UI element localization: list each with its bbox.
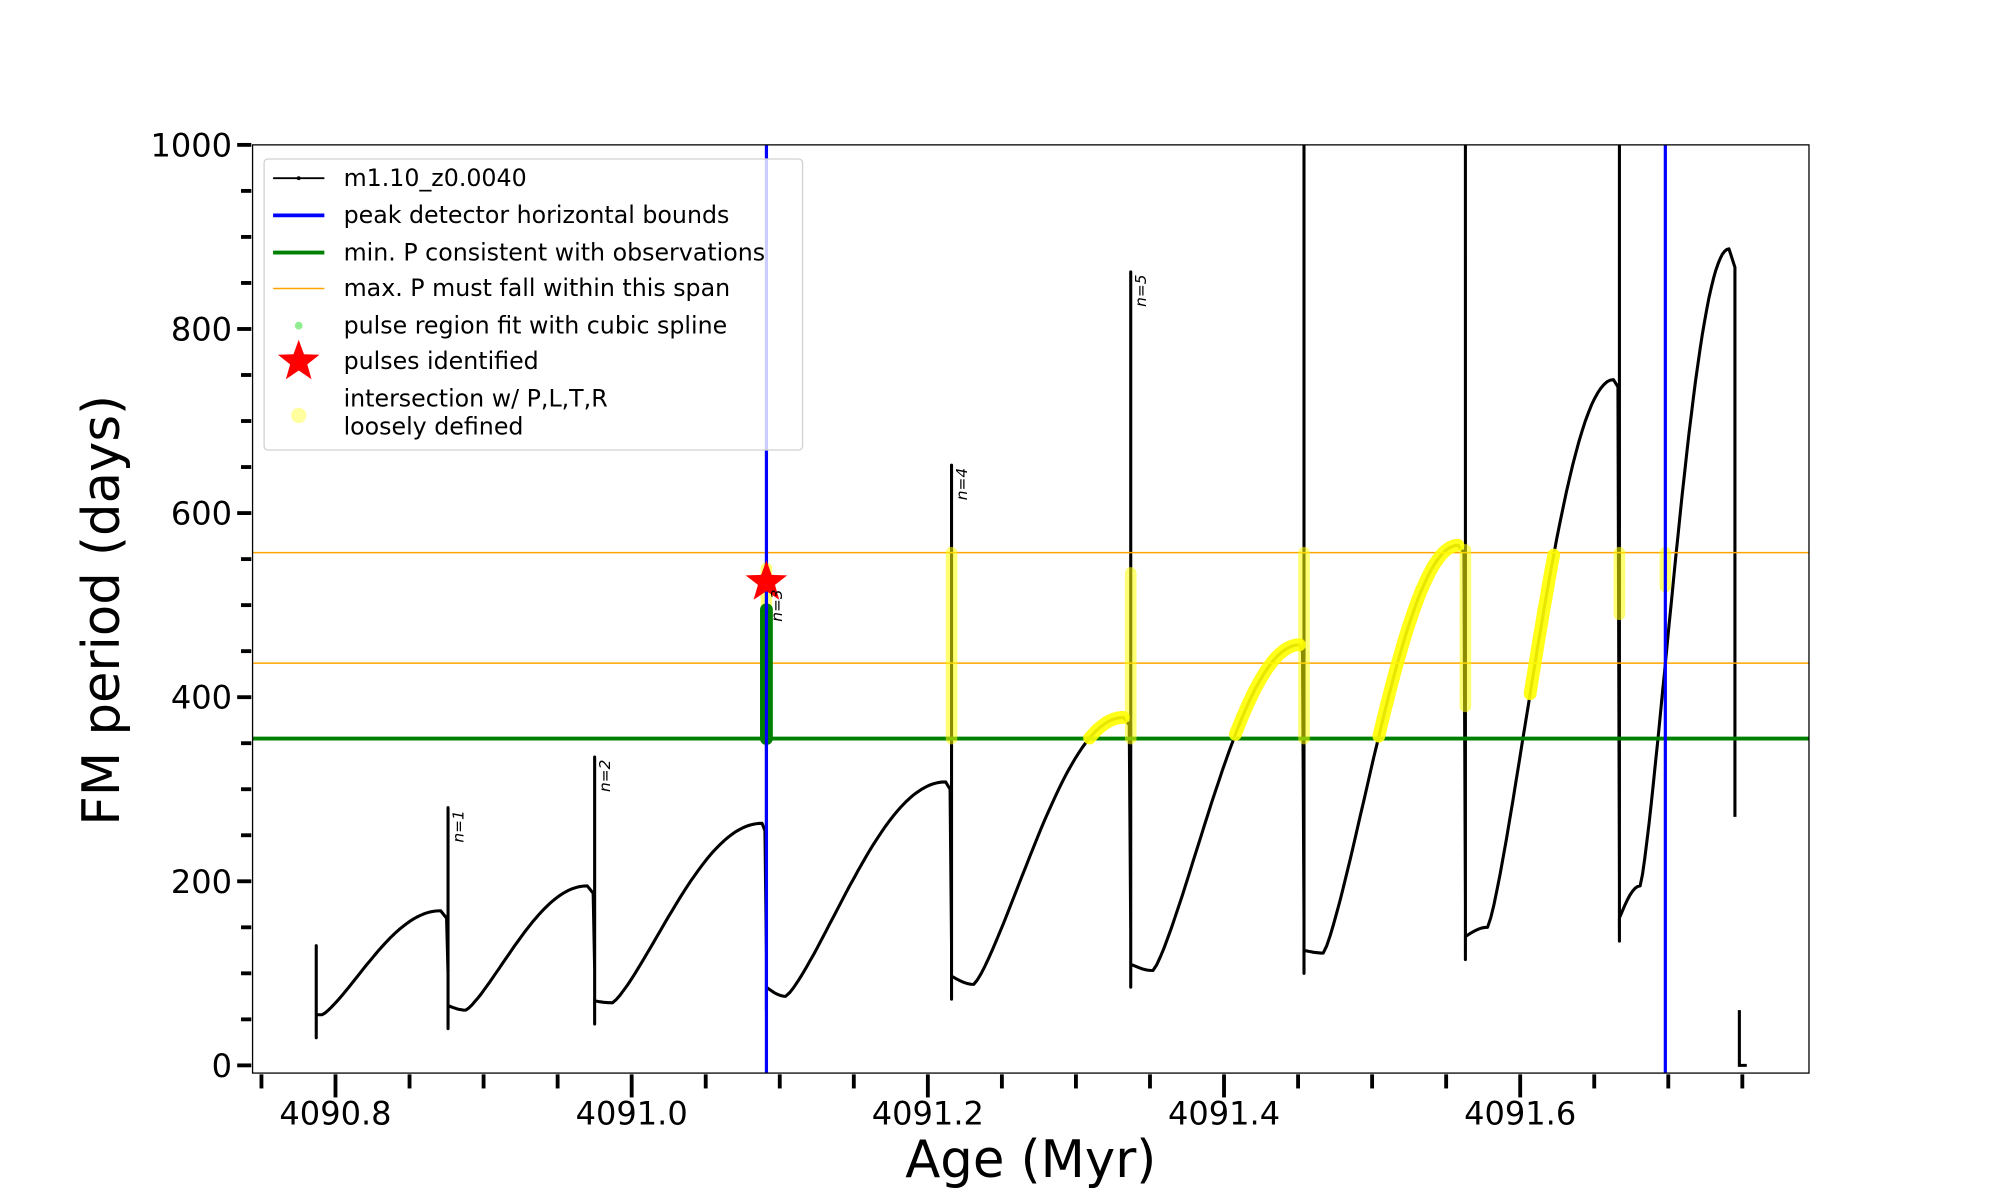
pulse-label-n=4: n=4: [953, 468, 971, 500]
x-tick-label: 4091.0: [576, 1094, 688, 1132]
x-tick-label: 4090.8: [279, 1094, 391, 1132]
legend-handle-4: [294, 321, 303, 330]
x-tick-label: 4091.2: [872, 1094, 984, 1132]
yellow-intersection-rise: [1523, 548, 1561, 701]
legend-label-2: min. P consistent with observations: [344, 238, 766, 266]
yellow-intersection-rise: [1083, 711, 1130, 745]
legend-handle-5: [277, 339, 320, 380]
legend-box: [263, 158, 804, 451]
y-axis-title: FM period (days): [72, 395, 132, 826]
y-tick-label: 1000: [150, 126, 232, 164]
legend-label-3: max. P must fall within this span: [344, 274, 731, 302]
pulse-label-n=5: n=5: [1132, 274, 1150, 306]
x-tick-label: 4091.6: [1464, 1094, 1576, 1132]
series-tail: [1737, 1010, 1747, 1067]
pulse-label-n=3: n=3: [768, 589, 786, 621]
legend-label-4: pulse region fit with cubic spline: [344, 311, 728, 339]
legend-handle-6: [291, 407, 307, 424]
axis-ticks: 4090.8 4091.0 4091.2 4091.4 4091.6 0 200 400 600…: [150, 126, 1745, 1132]
plot-marks: n=1 n=2 n=3 n=4 n=5: [252, 144, 1809, 1074]
legend-label-5: pulses identified: [344, 347, 539, 375]
pulse-label-n=1: n=1: [449, 810, 467, 842]
legend-handle-0-marker: [296, 176, 301, 181]
legend-label-0: m1.10_z0.0040: [344, 164, 527, 192]
yellow-intersection-rise: [1228, 638, 1306, 741]
y-tick-label: 200: [171, 863, 232, 901]
x-axis-title: Age (Myr): [905, 1130, 1156, 1190]
yellow-intersection-rise: [1372, 538, 1465, 743]
legend-label-6: intersection w/ P,L,T,R: [344, 384, 608, 412]
y-tick-label: 600: [171, 495, 232, 533]
x-tick-label: 4091.4: [1168, 1094, 1280, 1132]
pulse-label-n=2: n=2: [596, 760, 614, 792]
y-tick-label: 800: [171, 311, 232, 349]
legend-label-6-line2: loosely defined: [344, 413, 524, 441]
y-tick-label: 0: [212, 1047, 232, 1085]
pulse-identified-star: [745, 560, 788, 600]
plot-frame: [251, 144, 1810, 1074]
y-tick-label: 400: [171, 679, 232, 717]
legend-label-1: peak detector horizontal bounds: [344, 201, 730, 229]
plot-area: [252, 144, 1809, 1074]
